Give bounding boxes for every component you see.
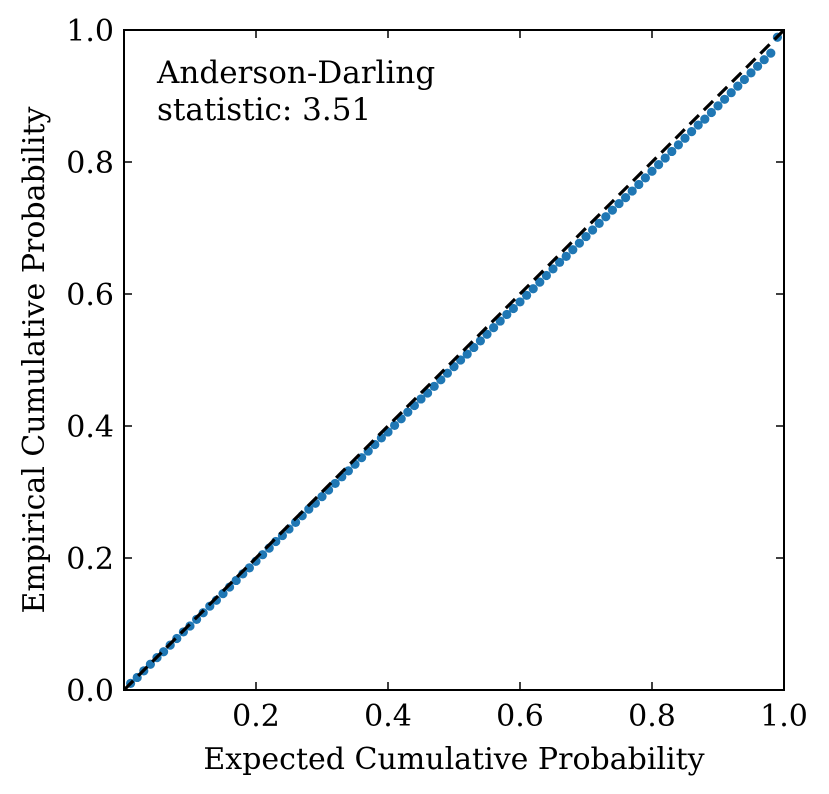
data-point [502,309,512,320]
data-point [667,146,677,157]
data-point [647,166,657,176]
y-tick-label: 1.0 [66,14,114,49]
data-point [753,61,763,71]
x-tick-label: 0.6 [496,699,544,734]
data-point [522,290,532,300]
data-point [515,297,525,307]
data-point [720,94,730,104]
data-point [640,173,651,183]
data-point [700,114,710,124]
data-point [594,218,604,228]
y-tick-label: 0.0 [66,674,114,709]
data-point [574,238,585,248]
data-point [548,264,558,274]
data-point [258,550,268,560]
data-point [733,81,743,91]
y-tick-label: 0.2 [66,542,114,577]
data-point [330,478,340,489]
data-point [746,68,756,78]
data-point [766,48,776,58]
y-axis-label: Empirical Cumulative Probability [17,106,52,613]
data-points [126,32,783,689]
annotation-line-1: Anderson-Darling [156,55,435,91]
data-point [588,225,598,235]
annotation: Anderson-Darling statistic: 3.51 [156,55,435,128]
data-point [759,55,769,65]
data-point [469,342,479,353]
data-point [627,186,637,196]
data-point [739,74,750,85]
data-point [291,517,301,527]
data-point [390,420,400,430]
data-point [660,153,670,163]
x-tick-label: 0.2 [232,699,280,734]
data-point [528,284,538,294]
data-point [304,504,314,514]
reference-line-group [122,28,786,692]
data-point [535,277,545,287]
data-point [621,193,631,203]
data-point [403,407,413,417]
data-point [244,563,254,573]
data-point [634,179,644,190]
y-tick-label: 0.8 [66,146,114,181]
data-point [218,589,228,599]
data-point [231,575,241,586]
data-point [561,251,571,261]
data-point [706,107,717,118]
data-point [614,198,624,209]
data-point [581,231,591,242]
data-point [607,205,618,215]
data-point [541,270,552,281]
data-point [317,492,327,502]
data-point [343,466,353,476]
plot-frame [123,29,785,691]
data-point [693,120,703,130]
data-point [429,381,439,391]
data-point [713,101,723,111]
data-point [475,336,485,346]
data-point [416,394,426,404]
data-point [680,133,690,143]
data-point [687,127,697,137]
data-point [673,140,684,150]
data-point [495,316,505,326]
data-point [654,160,664,170]
y-tick-label: 0.6 [66,278,114,313]
data-point [482,329,492,339]
axis-ticks: 0.2 0.4 0.6 0.8 1.0 0.0 0.2 0.4 0.6 0.8 1.0 [66,14,808,734]
data-point [568,245,578,255]
reference-line [122,28,786,692]
x-tick-label: 1.0 [760,699,808,734]
data-point [508,303,518,314]
data-point [462,349,472,359]
annotation-line-2: statistic: 3.51 [157,92,371,128]
data-point [726,88,736,98]
data-point [489,323,499,333]
data-point [555,257,565,267]
x-tick-label: 0.8 [628,699,676,734]
x-axis-label: Expected Cumulative Probability [203,742,704,777]
y-tick-label: 0.4 [66,410,114,445]
x-tick-label: 0.4 [364,699,412,734]
data-point [601,212,611,222]
